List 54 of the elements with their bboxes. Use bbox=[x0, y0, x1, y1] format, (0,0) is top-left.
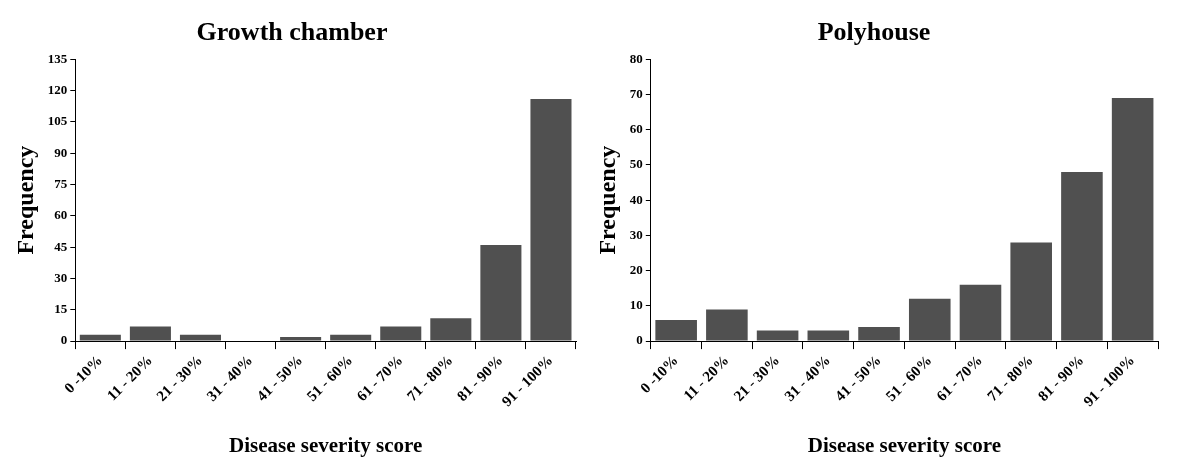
y-tick-label: 120 bbox=[47, 81, 68, 97]
x-tick-label: 71 - 80% bbox=[403, 352, 456, 404]
y-tick-label: 30 bbox=[54, 269, 68, 285]
chart-title: Growth chamber bbox=[196, 17, 388, 47]
x-tick-label: 61 - 70% bbox=[933, 352, 986, 404]
y-axis-title: Frequency bbox=[11, 145, 38, 255]
bar bbox=[280, 336, 322, 341]
bar bbox=[908, 298, 951, 341]
y-tick-label: 30 bbox=[629, 226, 643, 242]
bar bbox=[480, 245, 522, 341]
x-tick-label: 11 - 20% bbox=[103, 352, 156, 404]
y-tick-label: 70 bbox=[629, 85, 643, 101]
y-tick-label: 40 bbox=[629, 191, 643, 207]
bar bbox=[655, 319, 697, 341]
y-tick-label: 15 bbox=[54, 301, 68, 317]
bar bbox=[959, 284, 1002, 341]
y-tick-label: 60 bbox=[629, 121, 643, 137]
bar bbox=[1061, 171, 1103, 341]
y-axis-title: Frequency bbox=[593, 145, 620, 255]
x-tick-label: 31 - 40% bbox=[781, 352, 834, 404]
bar bbox=[1111, 97, 1154, 341]
y-tick-label: 105 bbox=[47, 113, 68, 129]
y-tick-label: 45 bbox=[54, 238, 68, 254]
bar bbox=[530, 98, 572, 341]
x-tick-label: 61 - 70% bbox=[353, 352, 406, 404]
x-tick-label: 31 - 40% bbox=[203, 352, 256, 404]
bar bbox=[756, 330, 799, 341]
y-tick-label: 90 bbox=[54, 144, 68, 160]
chart-title: Polyhouse bbox=[817, 17, 931, 47]
y-tick-label: 60 bbox=[54, 207, 68, 223]
bar bbox=[430, 318, 472, 341]
bar bbox=[858, 327, 900, 341]
x-axis-title: Disease severity score bbox=[229, 432, 423, 457]
y-tick-label: 0 bbox=[636, 332, 643, 348]
x-tick-label: 51 - 60% bbox=[882, 352, 935, 404]
y-tick-label: 10 bbox=[629, 297, 643, 313]
y-tick-label: 0 bbox=[60, 332, 68, 348]
bar bbox=[380, 326, 422, 341]
x-tick-label: 11 - 20% bbox=[680, 352, 732, 404]
bar bbox=[330, 334, 372, 341]
bar bbox=[807, 330, 850, 341]
bar bbox=[706, 309, 748, 341]
y-tick-label: 50 bbox=[629, 156, 643, 172]
x-tick-label: 21 - 30% bbox=[153, 352, 206, 404]
x-tick-label: 51 - 60% bbox=[303, 352, 356, 404]
bar bbox=[179, 334, 221, 341]
y-tick-label: 80 bbox=[629, 50, 643, 66]
bar bbox=[1010, 242, 1052, 341]
bar bbox=[129, 326, 171, 341]
bar bbox=[79, 334, 121, 341]
x-axis-title: Disease severity score bbox=[807, 432, 1002, 457]
y-tick-label: 20 bbox=[629, 261, 643, 277]
y-tick-label: 75 bbox=[54, 175, 68, 191]
y-tick-label: 135 bbox=[47, 50, 68, 66]
